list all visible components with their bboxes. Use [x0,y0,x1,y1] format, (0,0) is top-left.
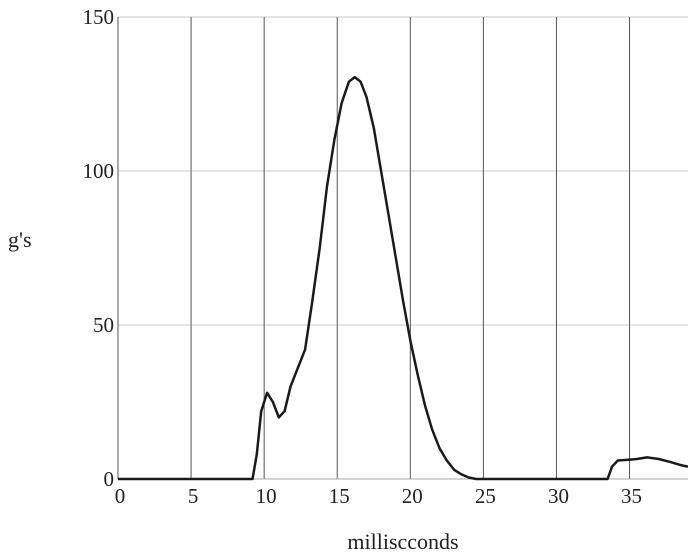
y-tick-label: 100 [83,159,115,183]
y-tick-label: 0 [104,467,115,491]
y-tick-labels: 0 50 100 150 [83,5,115,491]
x-tick-label: 0 [115,484,126,508]
x-tick-label: 15 [329,484,350,508]
y-tick-label: 150 [83,5,115,29]
x-axis-title: milliscconds [347,529,458,554]
horizontal-gridlines [118,16,688,326]
x-tick-label: 20 [402,484,423,508]
x-tick-label: 10 [256,484,277,508]
x-tick-label: 35 [621,484,642,508]
x-tick-label: 25 [475,484,496,508]
vertical-gridlines [190,17,631,479]
y-axis-title: g's [8,227,32,252]
x-tick-label: 5 [188,484,199,508]
y-tick-label: 50 [93,313,114,337]
series-line [118,75,688,481]
x-tick-label: 30 [548,484,569,508]
x-tick-labels: 0 5 10 15 20 25 30 35 [115,484,642,508]
